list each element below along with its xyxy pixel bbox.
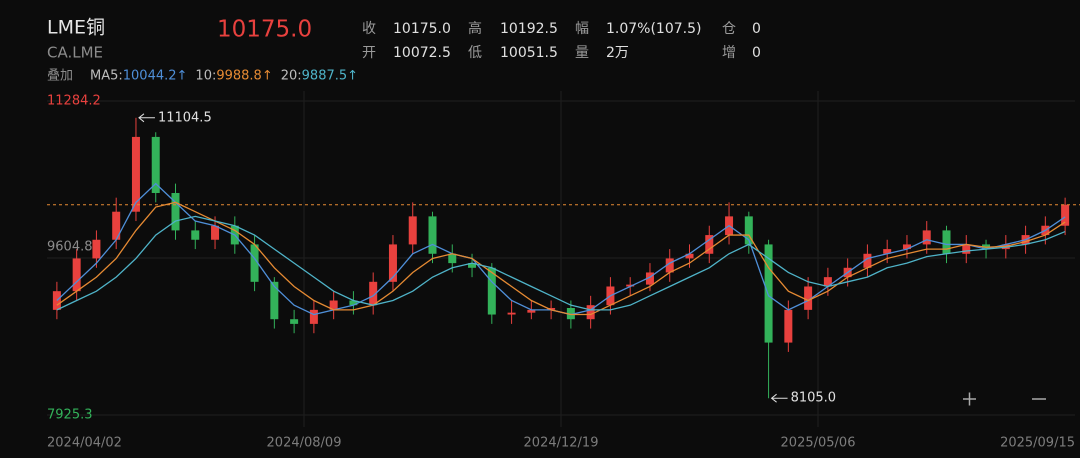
annotation-label: 11104.5	[158, 110, 212, 125]
ma-legend-value: 9887.5↑	[302, 69, 358, 84]
y-tick-label: 9604.8	[47, 239, 93, 254]
candle-body	[942, 230, 951, 254]
x-tick-label: 2024/12/19	[524, 436, 599, 451]
stat-value: 2万	[606, 45, 629, 61]
ma-legend-label: 20:	[281, 69, 302, 84]
candle-body	[586, 305, 595, 320]
candle-body	[191, 230, 200, 240]
candle-body	[883, 249, 892, 254]
candle-body	[922, 230, 931, 245]
candle-body	[665, 258, 674, 273]
stat-label: 幅	[575, 21, 589, 37]
stat-label: 收	[362, 21, 376, 37]
candle-body	[290, 319, 299, 324]
candle-body	[329, 300, 338, 310]
ma-legend-label: MA5:	[90, 69, 123, 84]
candle-body	[72, 258, 81, 292]
candle-body	[92, 239, 101, 259]
candle-body	[1061, 204, 1070, 226]
stat-label: 高	[468, 20, 482, 37]
candle-body	[468, 263, 477, 268]
candle-body	[547, 307, 556, 310]
candle-body	[131, 136, 140, 212]
candle-body	[685, 253, 694, 259]
stat-label: 仓	[722, 21, 736, 37]
candle-body	[764, 244, 773, 343]
candle-body	[309, 309, 318, 324]
stat-value: 10072.5	[393, 45, 451, 61]
candle-body	[408, 216, 417, 245]
candle-body	[566, 307, 575, 320]
overlay-label: 叠加	[47, 69, 73, 84]
candle-body	[527, 309, 536, 313]
stat-label: 开	[362, 45, 376, 61]
x-tick-label: 2025/05/06	[781, 436, 856, 451]
annotation-arrow	[138, 113, 155, 123]
candle-body	[151, 136, 160, 194]
candle-body	[507, 312, 516, 315]
x-tick-label: 2024/04/02	[47, 436, 122, 451]
instrument-name: LME铜	[47, 17, 105, 39]
ma-legend-value: 9988.8↑	[216, 69, 272, 84]
candle-body	[270, 281, 279, 320]
stat-label: 增	[722, 45, 736, 61]
stat-label: 低	[468, 45, 482, 61]
last-price: 10175.0	[217, 17, 312, 43]
candle-body	[487, 267, 496, 315]
stat-value: 0	[752, 21, 761, 37]
y-tick-label: 11284.2	[47, 94, 101, 109]
candle-body	[428, 216, 437, 254]
x-tick-label: 2025/09/15	[1000, 436, 1075, 451]
candle-body	[902, 244, 911, 250]
candle-body	[211, 225, 220, 240]
candle-body	[369, 281, 378, 306]
candle-body	[448, 253, 457, 264]
annotation-arrow	[770, 393, 788, 403]
candle-body	[645, 272, 654, 285]
x-tick-label: 2024/08/09	[267, 436, 342, 451]
candle-body	[112, 211, 121, 240]
ma-line	[56, 201, 1066, 316]
stat-value: 10051.5	[500, 45, 558, 61]
candle-body	[823, 277, 832, 287]
ma-legend-label: 10:	[195, 69, 216, 84]
candle-body	[171, 193, 180, 231]
candle-body	[388, 244, 397, 282]
ma-legend-value: 10044.2↑	[123, 69, 188, 84]
y-tick-label: 7925.3	[47, 408, 93, 423]
candle-body	[349, 300, 358, 306]
candle-body	[250, 244, 259, 282]
instrument-code: CA.LME	[47, 44, 103, 62]
candle-body	[744, 216, 753, 245]
stat-value: 1.07%(107.5)	[606, 21, 701, 37]
candle-body	[863, 253, 872, 268]
candle-body	[962, 244, 971, 254]
annotation-label: 8105.0	[791, 391, 837, 406]
stat-value: 10192.5	[500, 21, 558, 37]
candle-body	[804, 286, 813, 310]
candles	[52, 117, 1070, 399]
stat-value: 0	[752, 45, 761, 61]
zoom-in[interactable]	[963, 392, 976, 406]
stat-value: 10175.0	[393, 21, 451, 37]
candle-body	[784, 309, 793, 343]
candle-body	[626, 284, 635, 287]
ma-line	[56, 215, 1066, 311]
candle-body	[705, 235, 714, 254]
stat-label: 量	[575, 45, 589, 61]
